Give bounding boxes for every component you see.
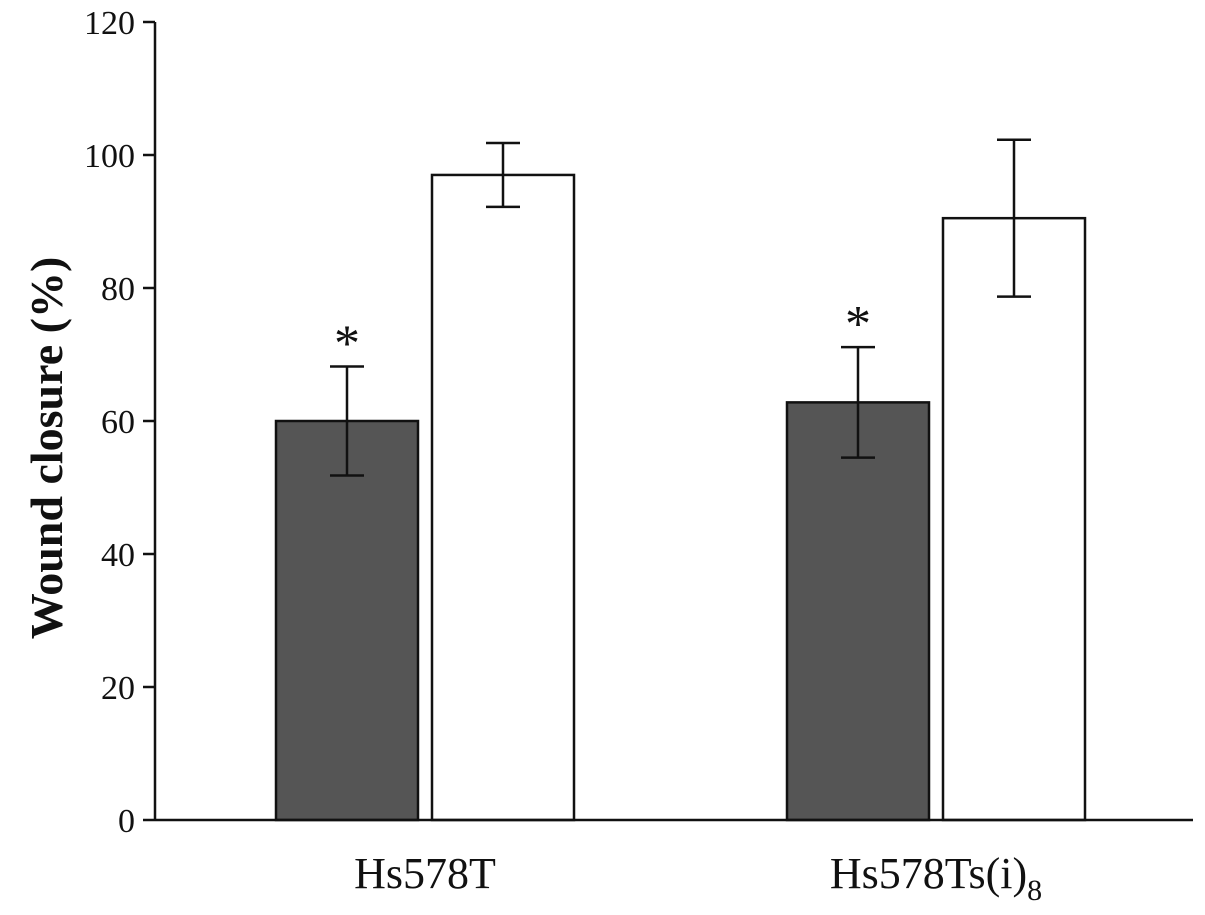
bar bbox=[785, 401, 931, 822]
x-category-label: Hs578Ts(i)8 bbox=[830, 849, 1042, 907]
bar bbox=[941, 216, 1087, 822]
x-category-subscript: 8 bbox=[1027, 874, 1042, 907]
x-axis-labels: Hs578T Hs578Ts(i)8 bbox=[354, 849, 1042, 907]
x-category-name: Hs578T bbox=[354, 849, 496, 898]
bar bbox=[274, 419, 420, 822]
y-axis-ticks: 0 20 40 60 80 100 120 bbox=[84, 5, 155, 840]
y-tick-label: 20 bbox=[101, 670, 135, 707]
axes-layer bbox=[153, 22, 1193, 822]
y-tick-label: 60 bbox=[101, 404, 135, 441]
y-tick-label: 80 bbox=[101, 271, 135, 308]
y-axis-title: Wound closure (%) bbox=[21, 257, 72, 640]
y-tick-label: 40 bbox=[101, 537, 135, 574]
error-bars-layer bbox=[330, 138, 1031, 477]
x-category-name: Hs578Ts(i) bbox=[830, 849, 1027, 898]
y-tick-label: 120 bbox=[84, 5, 135, 42]
bar bbox=[430, 173, 576, 822]
significance-layer: * * bbox=[334, 296, 871, 372]
bars-layer bbox=[274, 173, 1087, 822]
significance-asterisk: * bbox=[845, 296, 871, 353]
x-category-label: Hs578T bbox=[354, 849, 496, 898]
y-tick-label: 0 bbox=[118, 803, 135, 840]
significance-asterisk: * bbox=[334, 315, 360, 372]
y-tick-label: 100 bbox=[84, 138, 135, 175]
